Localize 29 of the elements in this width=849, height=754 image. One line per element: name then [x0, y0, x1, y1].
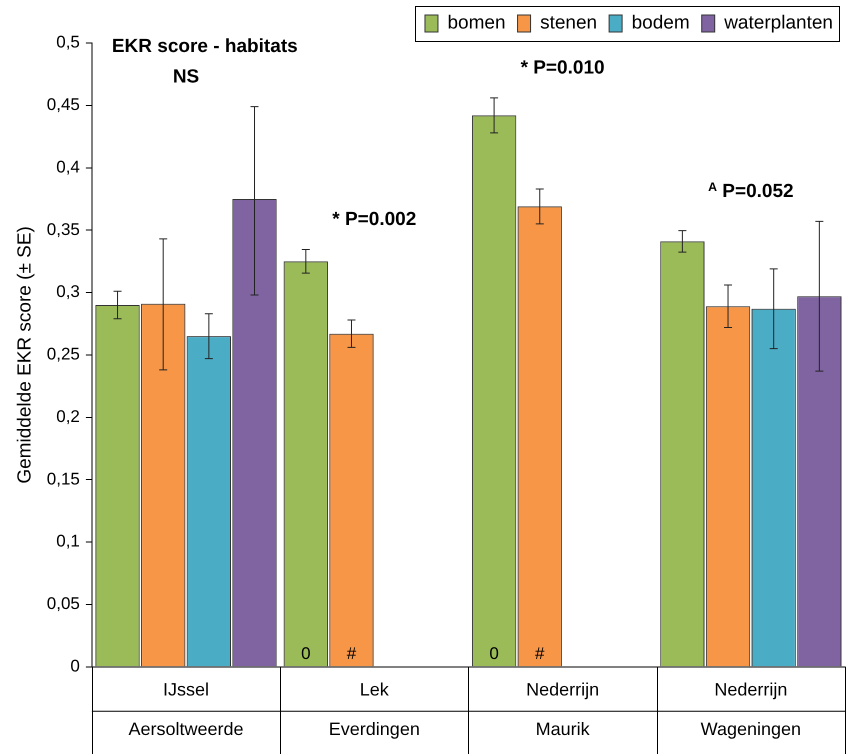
y-tick-label: 0,15	[46, 469, 80, 488]
y-tick-label: 0,35	[46, 220, 80, 239]
x-tick-label: Nederrijn Wageningen	[700, 680, 802, 740]
y-tick-label: 0	[70, 656, 80, 676]
y-tick-label: 0,3	[56, 282, 80, 302]
data-label: 0	[489, 644, 499, 663]
legend-label: stenen	[540, 12, 598, 34]
legend-label: waterplanten	[723, 12, 833, 34]
x-tick-label: IJssel Aersoltweerde	[128, 680, 244, 740]
legend-label: bodem	[632, 12, 690, 34]
legend-label: bomen	[447, 12, 506, 34]
data-label: #	[535, 644, 546, 663]
y-tick-label: 0,1	[56, 532, 80, 551]
annotation: * P=0.010	[520, 58, 605, 79]
x-tick-label: Lek Everdingen	[328, 680, 420, 740]
x-tick-label: Nederrijn Maurik	[526, 680, 600, 740]
y-tick-label: 0,5	[56, 32, 80, 52]
chart-title: EKR score - habitats	[112, 36, 298, 58]
annotation: A P=0.052	[708, 180, 794, 202]
y-axis-title: Gemiddelde EKR score (± SE)	[14, 226, 36, 484]
annotation: NS	[172, 66, 200, 88]
annotation: * P=0.002	[332, 209, 416, 230]
y-tick-label: 0,05	[46, 594, 80, 614]
data-label: 0	[301, 644, 311, 663]
y-tick-label: 0,2	[56, 406, 80, 426]
y-tick-label: 0,4	[56, 157, 80, 176]
data-label: #	[346, 644, 357, 663]
y-tick-label: 0,25	[46, 344, 80, 364]
y-tick-label: 0,45	[46, 95, 80, 114]
